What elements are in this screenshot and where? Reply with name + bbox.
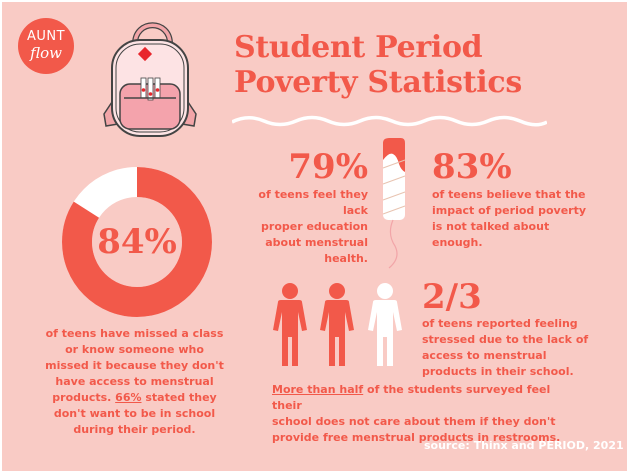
stat-missed-class: of teens have missed a class or know som…: [42, 326, 227, 438]
stat-text-line: provide free menstrual products in restr…: [272, 431, 561, 444]
stat-text-line: missed it because they don't: [45, 359, 224, 372]
stat-education-value: 79%: [288, 147, 368, 187]
stat-text-line: about menstrual: [265, 236, 368, 249]
logo-line2: flow: [30, 44, 62, 62]
stat-text-line: proper education: [261, 220, 368, 233]
stat-text-line: impact of period poverty: [432, 204, 587, 217]
title-line2: Poverty Statistics: [234, 65, 522, 100]
stat-text-line: More than half of the students surveyed …: [272, 382, 572, 414]
highlight-more-than-half: More than half: [272, 383, 364, 396]
page-title: Student Period Poverty Statistics: [234, 30, 522, 100]
stat-school-care: More than half of the students surveyed …: [272, 382, 572, 446]
wavy-divider: [232, 115, 547, 127]
stat-stressed: 2/3 of teens reported feeling stressed d…: [422, 278, 622, 380]
people-icons: [273, 283, 402, 366]
stat-text-line: or know someone who: [65, 343, 204, 356]
stat-text-line: stressed due to the lack of: [422, 333, 589, 346]
stat-impact: 83% of teens believe that the impact of …: [432, 147, 622, 251]
stat-text-line: of teens believe that the: [432, 188, 586, 201]
stat-text-line: of teens have missed a class: [45, 327, 224, 340]
aunt-flow-logo: AUNT flow: [18, 18, 74, 74]
stat-text-line: during their period.: [73, 423, 196, 436]
stat-text-line: products in their school.: [422, 365, 574, 378]
stat-text-line: of teens reported feeling: [422, 317, 578, 330]
backpack-icon: [103, 22, 197, 137]
stat-text-line: have access to menstrual: [55, 375, 214, 388]
stat-education: 79% of teens feel they lack proper educa…: [232, 147, 368, 267]
stat-text-line: access to menstrual: [422, 349, 547, 362]
stat-text-line: don't want to be in school: [53, 407, 216, 420]
donut-chart: 84%: [62, 167, 212, 317]
stat-text-line: school does not care about them if they …: [272, 415, 556, 428]
highlight-66-percent: 66%: [115, 391, 142, 404]
stat-text-line: products. 66% stated they: [42, 390, 227, 406]
person-icon-filled: [273, 283, 307, 366]
text-fragment: products.: [52, 391, 116, 404]
text-fragment: stated they: [141, 391, 217, 404]
stat-stressed-value: 2/3: [422, 277, 482, 317]
stat-text-line: enough.: [432, 236, 483, 249]
donut-ring: [62, 167, 212, 317]
stat-text-line: is not talked about: [432, 220, 550, 233]
person-icon-filled: [320, 283, 354, 366]
source-citation: source: Thinx and PERIOD, 2021: [424, 439, 624, 452]
stat-impact-value: 83%: [432, 147, 512, 187]
person-icon-empty: [368, 283, 402, 366]
stat-text-line: of teens feel they lack: [258, 188, 368, 217]
donut-center-value: 84%: [97, 222, 177, 262]
tampon-icon: [382, 138, 406, 269]
stat-text-line: health.: [324, 252, 368, 265]
text-fragment: of the students surveyed feel their: [272, 383, 551, 412]
title-line1: Student Period: [234, 30, 483, 65]
logo-line1: AUNT: [26, 29, 66, 44]
